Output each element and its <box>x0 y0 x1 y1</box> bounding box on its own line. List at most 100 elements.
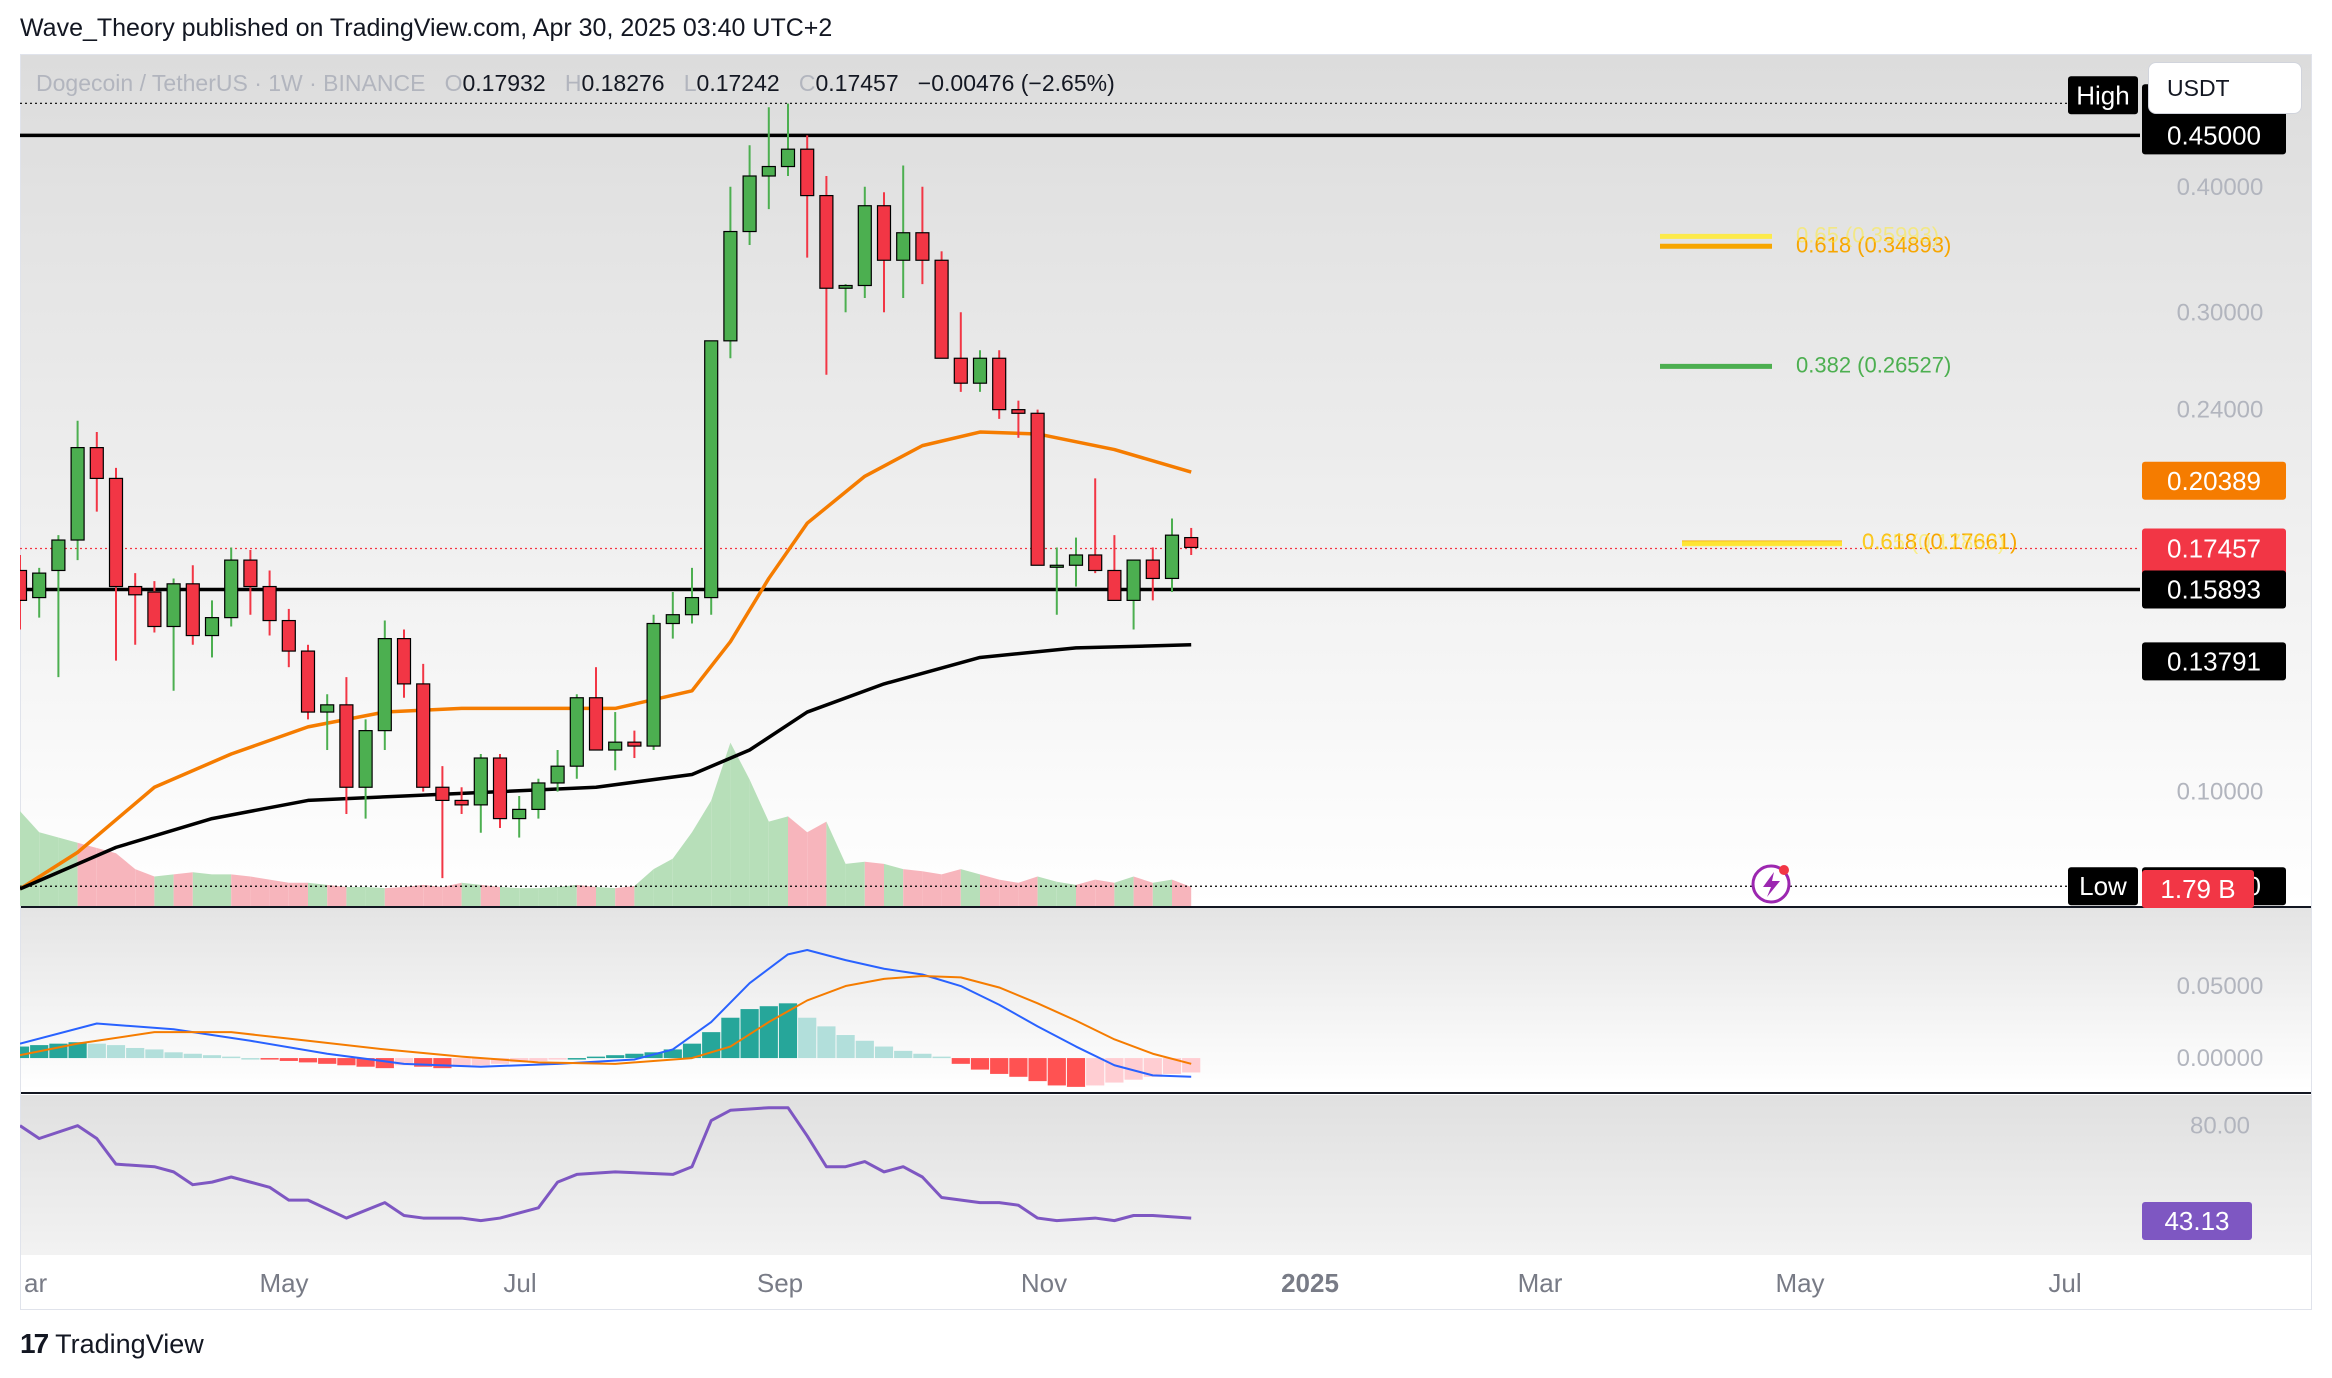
candle[interactable] <box>684 567 700 624</box>
chart-frame[interactable]: 0.618 (0.34893)0.65 (0.35993) 0.382 (0.26… <box>20 54 2312 1310</box>
candle[interactable] <box>1145 547 1160 601</box>
candle-body <box>1107 569 1122 601</box>
candle[interactable] <box>569 694 584 779</box>
ema-slow-price-badge: 0.13791 <box>2142 642 2286 681</box>
macd-histogram-bar <box>721 1017 740 1059</box>
candle[interactable] <box>819 176 834 375</box>
candle[interactable] <box>588 667 604 751</box>
candle[interactable] <box>396 629 412 698</box>
candle[interactable] <box>1088 478 1103 574</box>
candle-body <box>20 569 28 601</box>
candle[interactable] <box>915 186 930 285</box>
candle[interactable] <box>339 677 354 814</box>
macd-histogram-bar <box>951 1058 970 1064</box>
candle[interactable] <box>204 600 220 658</box>
macd-histogram-bar <box>817 1026 836 1059</box>
candle[interactable] <box>780 103 796 177</box>
macd-histogram-bar <box>1086 1058 1105 1086</box>
candle[interactable] <box>473 754 488 833</box>
candle[interactable] <box>1164 518 1180 593</box>
candle[interactable] <box>972 350 988 392</box>
tradingview-logo-icon: 17 <box>20 1328 49 1359</box>
candle[interactable] <box>300 644 316 720</box>
tradingview-logo[interactable]: 17 TradingView <box>20 1328 204 1360</box>
candle[interactable] <box>1107 535 1122 601</box>
candle[interactable] <box>185 565 200 645</box>
alert-icon[interactable] <box>1751 864 1791 904</box>
volume-bar <box>1152 879 1172 906</box>
candle[interactable] <box>934 251 949 359</box>
candle[interactable] <box>435 766 450 879</box>
candle[interactable] <box>128 573 143 645</box>
candle[interactable] <box>992 350 1007 419</box>
fib-label: 0.382 (0.26527) <box>1796 352 1951 377</box>
candles <box>20 103 1199 879</box>
candle[interactable] <box>646 614 661 751</box>
candle[interactable] <box>1049 547 1064 615</box>
candle[interactable] <box>89 432 104 512</box>
candle[interactable] <box>857 186 872 298</box>
candle[interactable] <box>1030 409 1045 566</box>
candle-body <box>684 596 700 616</box>
candle-body <box>492 757 508 820</box>
svg-text:0.45000: 0.45000 <box>2167 120 2261 150</box>
candle[interactable] <box>454 787 469 814</box>
candle[interactable] <box>281 608 296 668</box>
candle[interactable] <box>1126 559 1141 630</box>
open-label: O <box>444 70 463 96</box>
candle[interactable] <box>1184 527 1199 555</box>
fib-label: 0.618 (0.34893) <box>1796 232 1951 257</box>
candle[interactable] <box>1068 537 1084 587</box>
candle[interactable] <box>224 547 239 627</box>
candle-body <box>512 808 527 820</box>
price-tick-label: 0.40000 <box>2177 174 2264 201</box>
candle[interactable] <box>550 750 565 792</box>
macd-histogram-bar <box>606 1055 625 1059</box>
candle[interactable] <box>723 186 738 359</box>
ema-fast-price-badge: 0.20389 <box>2142 461 2286 500</box>
fibonacci-levels: 0.618 (0.34893)0.65 (0.35993) 0.382 (0.26… <box>1660 222 2017 555</box>
candle[interactable] <box>358 719 373 819</box>
candle[interactable] <box>665 592 680 639</box>
candle[interactable] <box>32 567 47 618</box>
volume-bar <box>384 887 404 906</box>
candle[interactable] <box>531 778 546 819</box>
candle[interactable] <box>876 192 892 313</box>
candle[interactable] <box>492 754 508 828</box>
candle[interactable] <box>51 535 66 678</box>
candle[interactable] <box>627 730 642 759</box>
candle-body <box>339 704 354 788</box>
macd-histogram-bar <box>529 1058 548 1061</box>
candle[interactable] <box>1011 400 1026 438</box>
candle-body <box>358 730 373 788</box>
candle[interactable] <box>70 420 85 561</box>
low-value: 0.17242 <box>696 70 780 96</box>
volume-bar <box>461 882 481 906</box>
candle[interactable] <box>262 570 277 636</box>
currency-button[interactable]: USDT <box>2148 62 2302 114</box>
candle[interactable] <box>147 581 162 633</box>
candle[interactable] <box>512 795 527 838</box>
candle[interactable] <box>896 165 911 298</box>
candle[interactable] <box>320 694 335 751</box>
candle-body <box>51 539 66 572</box>
candle[interactable] <box>377 620 392 751</box>
candle[interactable] <box>108 467 124 661</box>
candle[interactable] <box>800 135 815 258</box>
candle[interactable] <box>838 284 853 313</box>
candle[interactable] <box>166 578 181 691</box>
candle[interactable] <box>761 107 776 210</box>
candle[interactable] <box>953 312 968 392</box>
candle[interactable] <box>20 554 28 630</box>
tradingview-brand: TradingView <box>55 1328 204 1359</box>
candle[interactable] <box>416 663 431 792</box>
candle[interactable] <box>742 145 757 246</box>
macd-histogram-bar <box>414 1058 433 1067</box>
macd-histogram-bar <box>1143 1058 1162 1077</box>
candle[interactable] <box>243 549 258 615</box>
candle-body <box>1068 554 1084 566</box>
volume-bar <box>768 816 788 906</box>
symbol-name[interactable]: Dogecoin / TetherUS · 1W · BINANCE <box>36 70 426 96</box>
candle[interactable] <box>608 712 623 771</box>
candle[interactable] <box>704 340 719 615</box>
